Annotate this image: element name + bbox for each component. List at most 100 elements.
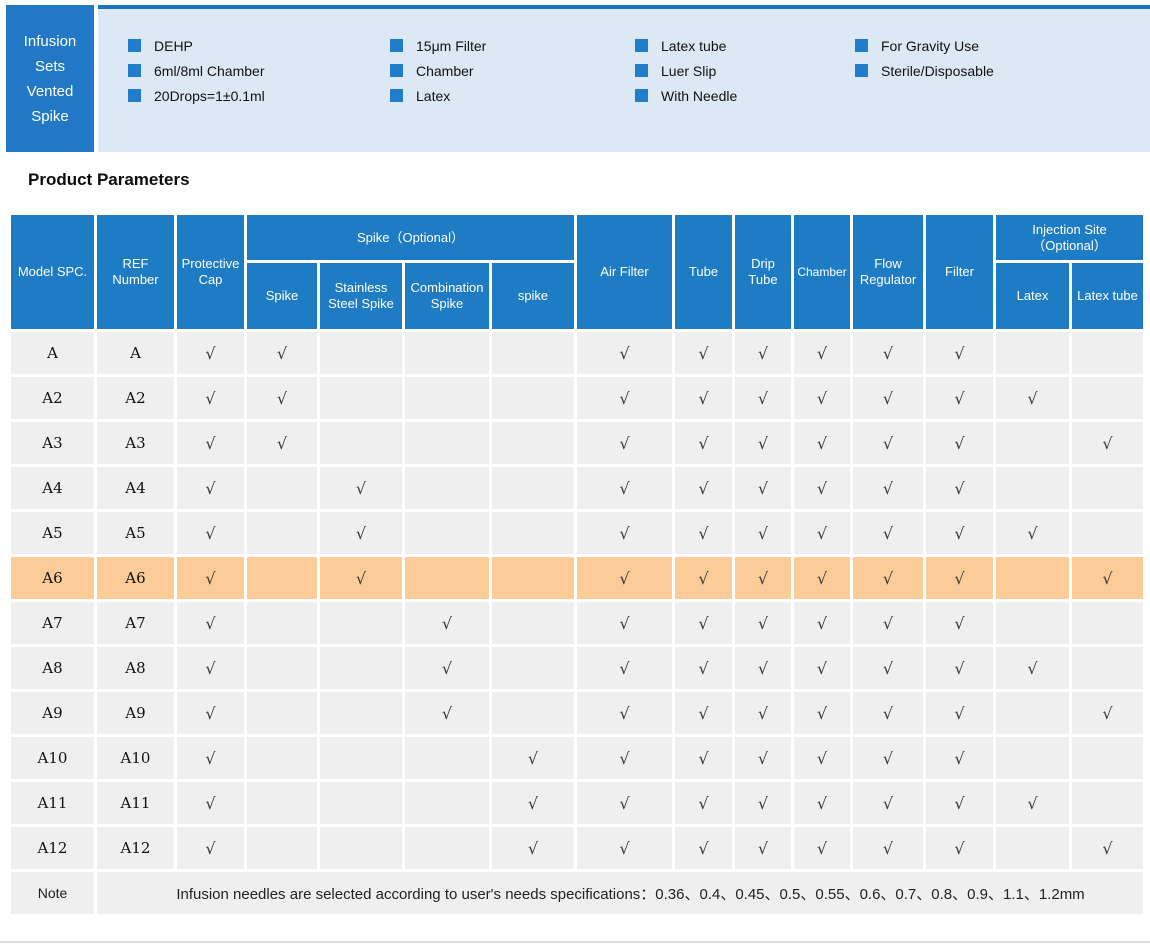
check-cell: √ bbox=[577, 737, 672, 779]
check-cell: √ bbox=[735, 782, 791, 824]
empty-cell bbox=[247, 467, 317, 509]
feature-label: 6ml/8ml Chamber bbox=[154, 62, 265, 79]
group-header-spike-optional: Spike（Optional） bbox=[247, 215, 574, 260]
check-cell: √ bbox=[853, 827, 923, 869]
empty-cell bbox=[320, 332, 402, 374]
check-cell: √ bbox=[794, 827, 850, 869]
check-cell: √ bbox=[853, 647, 923, 689]
check-cell: √ bbox=[794, 647, 850, 689]
feature-column: DEHP 6ml/8ml Chamber 20Drops=1±0.1ml bbox=[128, 33, 265, 108]
ref-cell: A bbox=[97, 332, 174, 374]
feature-item: DEHP bbox=[128, 33, 265, 58]
check-cell: √ bbox=[675, 737, 732, 779]
check-cell: √ bbox=[996, 782, 1069, 824]
empty-cell bbox=[492, 557, 574, 599]
check-cell: √ bbox=[853, 377, 923, 419]
check-cell: √ bbox=[577, 602, 672, 644]
ref-cell: A8 bbox=[97, 647, 174, 689]
feature-item: Luer Slip bbox=[635, 58, 737, 83]
check-cell: √ bbox=[675, 467, 732, 509]
feature-label: Chamber bbox=[416, 62, 474, 79]
feature-label: 15μm Filter bbox=[416, 37, 487, 54]
feature-item: 15μm Filter bbox=[390, 33, 486, 58]
check-cell: √ bbox=[177, 737, 244, 779]
empty-cell bbox=[247, 827, 317, 869]
check-cell: √ bbox=[735, 332, 791, 374]
table-row: A7 A7 √ √ √ √ √ √ √ √ bbox=[11, 602, 1143, 644]
empty-cell bbox=[320, 827, 402, 869]
check-cell: √ bbox=[675, 827, 732, 869]
model-cell: A8 bbox=[11, 647, 94, 689]
check-cell: √ bbox=[675, 377, 732, 419]
ref-cell: A3 bbox=[97, 422, 174, 464]
check-cell: √ bbox=[853, 422, 923, 464]
empty-cell bbox=[405, 827, 489, 869]
check-cell: √ bbox=[794, 692, 850, 734]
check-cell: √ bbox=[926, 647, 993, 689]
feature-column: 15μm Filter Chamber Latex bbox=[390, 33, 486, 108]
check-cell: √ bbox=[177, 557, 244, 599]
check-cell: √ bbox=[926, 602, 993, 644]
col-header-model-spc: Model SPC. bbox=[11, 215, 94, 329]
check-cell: √ bbox=[577, 422, 672, 464]
empty-cell bbox=[320, 692, 402, 734]
check-cell: √ bbox=[492, 782, 574, 824]
model-cell: A bbox=[11, 332, 94, 374]
check-cell: √ bbox=[492, 737, 574, 779]
check-cell: √ bbox=[177, 467, 244, 509]
check-cell: √ bbox=[177, 422, 244, 464]
empty-cell bbox=[247, 512, 317, 554]
check-cell: √ bbox=[735, 827, 791, 869]
empty-cell bbox=[1072, 647, 1143, 689]
feature-item: Chamber bbox=[390, 58, 486, 83]
check-cell: √ bbox=[577, 557, 672, 599]
table-row: A5 A5 √ √ √ √ √ √ √ √ √ bbox=[11, 512, 1143, 554]
square-bullet-icon bbox=[128, 39, 141, 52]
square-bullet-icon bbox=[635, 89, 648, 102]
check-cell: √ bbox=[794, 602, 850, 644]
check-cell: √ bbox=[247, 422, 317, 464]
check-cell: √ bbox=[926, 512, 993, 554]
col-header-air-filter: Air Filter bbox=[577, 215, 672, 329]
empty-cell bbox=[405, 737, 489, 779]
empty-cell bbox=[320, 647, 402, 689]
empty-cell bbox=[996, 332, 1069, 374]
check-cell: √ bbox=[247, 332, 317, 374]
empty-cell bbox=[405, 377, 489, 419]
square-bullet-icon bbox=[635, 64, 648, 77]
col-header-stainless-steel-spike: Stainless Steel Spike bbox=[320, 263, 402, 329]
feature-item: Latex bbox=[390, 83, 486, 108]
ref-cell: A4 bbox=[97, 467, 174, 509]
empty-cell bbox=[1072, 467, 1143, 509]
table-body: A A √ √ √ √ √ √ √ √ A2 A2 √ √ √ √ √ √ √ √ √ A3 A3 √ √ √ √ √ √ √ √ √ A4 A4… bbox=[11, 332, 1143, 869]
model-cell: A2 bbox=[11, 377, 94, 419]
ref-cell: A7 bbox=[97, 602, 174, 644]
check-cell: √ bbox=[853, 467, 923, 509]
empty-cell bbox=[492, 602, 574, 644]
empty-cell bbox=[247, 737, 317, 779]
check-cell: √ bbox=[853, 512, 923, 554]
note-text: Infusion needles are selected according … bbox=[97, 872, 1143, 914]
check-cell: √ bbox=[405, 647, 489, 689]
empty-cell bbox=[320, 737, 402, 779]
col-header-filter: Filter bbox=[926, 215, 993, 329]
square-bullet-icon bbox=[128, 89, 141, 102]
empty-cell bbox=[996, 602, 1069, 644]
product-title-box: Infusion Sets Vented Spike bbox=[6, 5, 94, 152]
square-bullet-icon bbox=[128, 64, 141, 77]
model-cell: A12 bbox=[11, 827, 94, 869]
check-cell: √ bbox=[320, 467, 402, 509]
col-header-chamber: Chamber bbox=[794, 215, 850, 329]
square-bullet-icon bbox=[855, 64, 868, 77]
check-cell: √ bbox=[675, 332, 732, 374]
table-row: A3 A3 √ √ √ √ √ √ √ √ √ bbox=[11, 422, 1143, 464]
col-header-ref-number: REF Number bbox=[97, 215, 174, 329]
table-row: A9 A9 √ √ √ √ √ √ √ √ √ bbox=[11, 692, 1143, 734]
ref-cell: A12 bbox=[97, 827, 174, 869]
empty-cell bbox=[405, 512, 489, 554]
check-cell: √ bbox=[926, 377, 993, 419]
check-cell: √ bbox=[926, 827, 993, 869]
check-cell: √ bbox=[794, 332, 850, 374]
feature-label: Luer Slip bbox=[661, 62, 717, 79]
empty-cell bbox=[996, 467, 1069, 509]
